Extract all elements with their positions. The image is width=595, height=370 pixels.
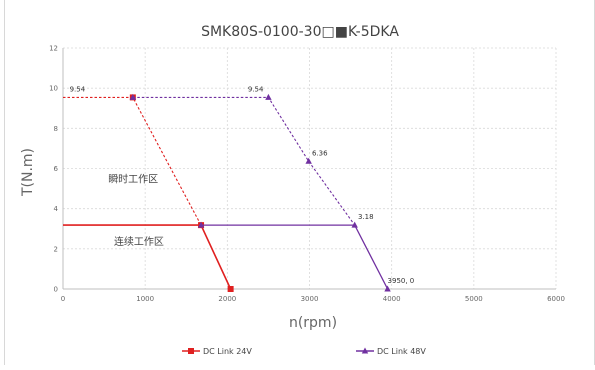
x-tick-label: 0 [61,295,65,303]
data-point-marker [227,286,234,292]
data-point-marker [305,157,312,164]
chart-title: SMK80S-0100-30□■K-5DKA [201,24,399,40]
data-labels: 9.54 9.54 6.36 3.18 3950, 0 [70,85,415,285]
legend-swatch-marker [361,347,369,354]
data-point-marker [384,285,391,292]
series-group [63,93,391,292]
continuous-line-24v [63,224,232,290]
x-tick-label: 1000 [136,295,154,303]
region-label: 连续工作区 [114,235,164,248]
data-point-marker [351,221,358,228]
x-tick-label: 3000 [301,295,319,303]
peak-line-24v [63,96,202,226]
x-tick-label: 4000 [383,295,401,303]
legend-swatch-marker [188,348,194,354]
grid-lines [62,47,557,290]
y-tick-label: 6 [54,165,59,173]
y-axis-label: T(N.m) [20,148,36,197]
x-tick-label: 2000 [218,295,236,303]
y-tick-label: 4 [54,205,59,213]
peak-line-48v [132,96,356,226]
legend: DC Link 24V DC Link 48V [182,347,426,356]
y-tick-label: 12 [49,45,58,53]
y-tick-label: 8 [54,125,58,133]
data-point-marker [265,93,272,100]
y-tick-label: 10 [49,85,58,93]
data-label: 3.18 [358,213,374,221]
data-point-marker [197,221,205,228]
data-label: 6.36 [312,149,328,157]
region-label: 瞬时工作区 [108,173,158,186]
legend-label: DC Link 24V [203,347,252,356]
x-tick-label: 6000 [547,295,565,303]
tick-labels: 0 1000 2000 3000 4000 5000 6000 0 2 4 6 8 10 12 [49,45,565,304]
data-label: 9.54 [70,85,86,93]
data-label: 9.54 [248,85,264,93]
legend-label: DC Link 48V [377,347,426,356]
data-label: 3950, 0 [388,277,415,285]
y-tick-label: 2 [54,245,58,253]
x-axis-label: n(rpm) [289,315,337,331]
continuous-line-48v [201,224,389,290]
x-tick-label: 5000 [465,295,483,303]
y-tick-label: 0 [54,286,58,294]
data-point-marker [129,93,137,100]
